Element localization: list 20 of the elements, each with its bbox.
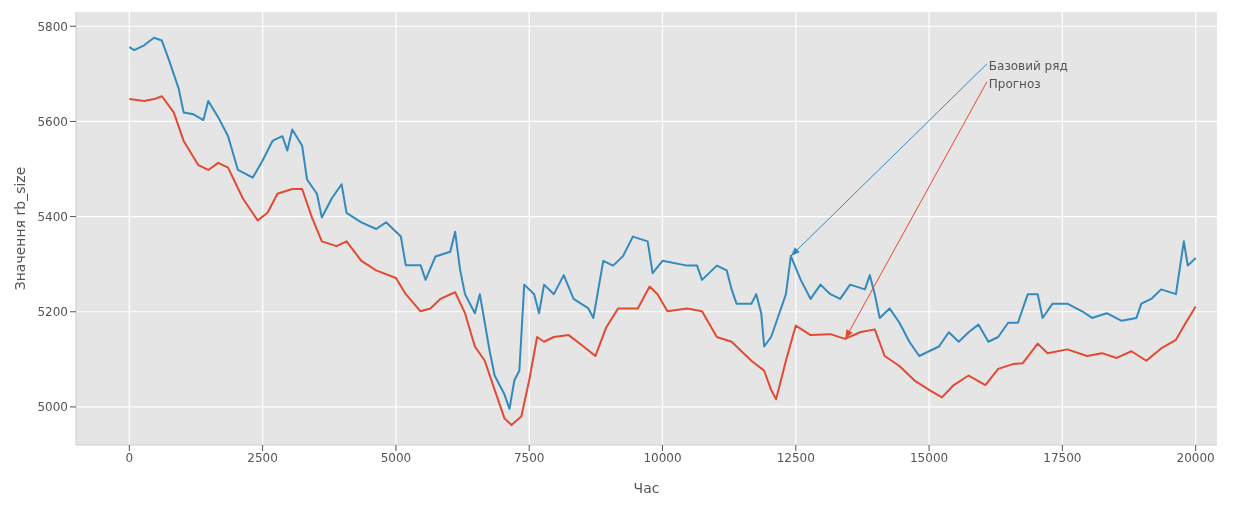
x-tick-label: 10000	[643, 450, 682, 465]
x-tick-label: 15000	[909, 450, 949, 465]
annotation: Базовий ряд	[988, 59, 1068, 73]
y-axis-title: Значення rb_size	[11, 166, 28, 291]
line-series	[128, 95, 1197, 427]
y-tick-label: 5200	[37, 305, 68, 320]
x-tick-label: 2500	[247, 450, 278, 465]
x-tick-label: 17500	[1043, 450, 1082, 465]
y-tick-label: 5600	[37, 114, 68, 129]
x-tick-label: 0	[125, 450, 134, 465]
y-tick-label: 5400	[37, 209, 68, 224]
x-axis-title: Час	[633, 480, 660, 496]
y-tick-label: 5000	[37, 400, 68, 415]
x-tick-label: 12500	[776, 450, 815, 465]
line-series	[128, 36, 1197, 410]
annotation: Прогноз	[988, 77, 1041, 91]
x-tick-label: 20000	[1176, 450, 1215, 465]
x-tick-label: 7500	[513, 450, 545, 465]
y-tick-label: 5800	[37, 19, 68, 34]
x-tick-label: 5000	[380, 450, 412, 465]
